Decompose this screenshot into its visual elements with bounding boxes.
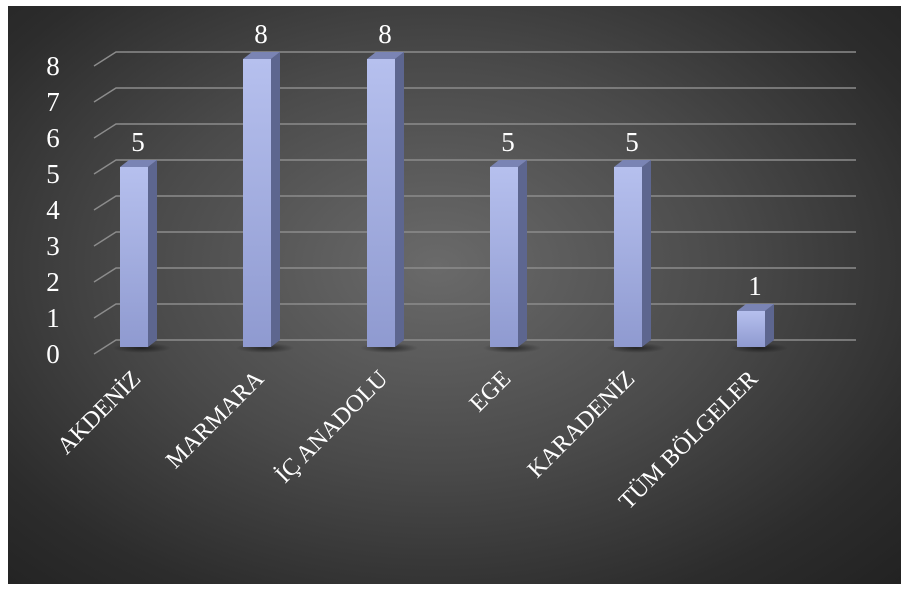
category-labels: AKDENİZ MARMARA İÇ ANADOLU EGE KARADENİZTÜM … — [52, 365, 763, 514]
data-label: 5 — [501, 127, 515, 157]
category-label: KARADENİZ — [523, 366, 640, 483]
category-label: İÇ ANADOLU — [271, 366, 394, 489]
category-label: TÜM BÖLGELER — [614, 366, 763, 515]
bar-top — [490, 160, 527, 167]
bar — [729, 304, 789, 353]
bar — [606, 160, 666, 353]
category-label: AKDENİZ — [52, 366, 146, 460]
bar-top — [737, 304, 774, 311]
bar-front — [243, 59, 271, 347]
y-tick-label: 5 — [46, 159, 60, 189]
gridline — [93, 87, 856, 103]
bar — [482, 160, 542, 353]
bar — [235, 52, 295, 353]
bar-front — [737, 311, 765, 347]
bar-front — [490, 167, 518, 347]
gridline — [93, 339, 856, 355]
gridline — [93, 195, 856, 211]
category-label: MARMARA — [161, 365, 269, 473]
data-label: 8 — [254, 19, 268, 49]
y-tick-label: 6 — [46, 123, 60, 153]
bar-side — [148, 160, 157, 347]
gridline — [93, 159, 856, 175]
y-tick-label: 3 — [46, 231, 60, 261]
bar-side — [642, 160, 651, 347]
y-axis-ticks: 0 1 2 3 4 5 6 7 8 — [46, 51, 60, 369]
y-tick-label: 7 — [46, 87, 60, 117]
chart-area: 0 1 2 3 4 5 6 7 8 5 8 8 5 5 1 AKDENİZ MARMARA İÇ ANADOL… — [8, 6, 901, 584]
bar-side — [271, 52, 280, 347]
data-label: 5 — [625, 127, 639, 157]
data-label: 8 — [378, 19, 392, 49]
data-label: 1 — [748, 271, 762, 301]
bar-top — [614, 160, 651, 167]
y-tick-label: 1 — [46, 303, 60, 333]
bar-top — [367, 52, 404, 59]
bar-side — [765, 304, 774, 347]
bar-side — [395, 52, 404, 347]
gridline — [93, 51, 856, 67]
category-label: EGE — [465, 366, 516, 417]
y-tick-label: 4 — [46, 195, 60, 225]
bar-front — [120, 167, 148, 347]
y-tick-label: 0 — [46, 339, 60, 369]
gridline — [93, 267, 856, 283]
bar-chart: 0 1 2 3 4 5 6 7 8 5 8 8 5 5 1 AKDENİZ MARMARA İÇ ANADOL… — [46, 19, 856, 515]
gridlines — [93, 51, 856, 355]
bar-side — [518, 160, 527, 347]
bar — [112, 160, 172, 353]
gridline — [93, 123, 856, 139]
bars — [112, 52, 789, 353]
gridline — [93, 303, 856, 319]
bar-top — [120, 160, 157, 167]
gridline — [93, 231, 856, 247]
y-tick-label: 8 — [46, 51, 60, 81]
bar-top — [243, 52, 280, 59]
data-labels: 5 8 8 5 5 1 — [131, 19, 762, 301]
y-tick-label: 2 — [46, 267, 60, 297]
bar — [359, 52, 419, 353]
bar-front — [367, 59, 395, 347]
bar-front — [614, 167, 642, 347]
data-label: 5 — [131, 127, 145, 157]
